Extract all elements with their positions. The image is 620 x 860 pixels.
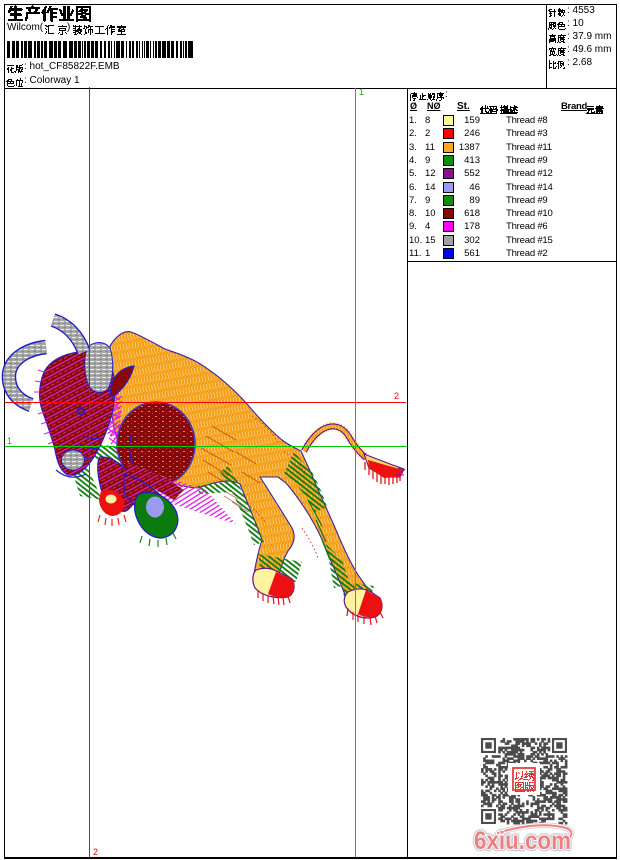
svg-text:6xiu.com: 6xiu.com — [474, 827, 571, 855]
svg-text:6xiu.com: 6xiu.com — [474, 827, 571, 855]
